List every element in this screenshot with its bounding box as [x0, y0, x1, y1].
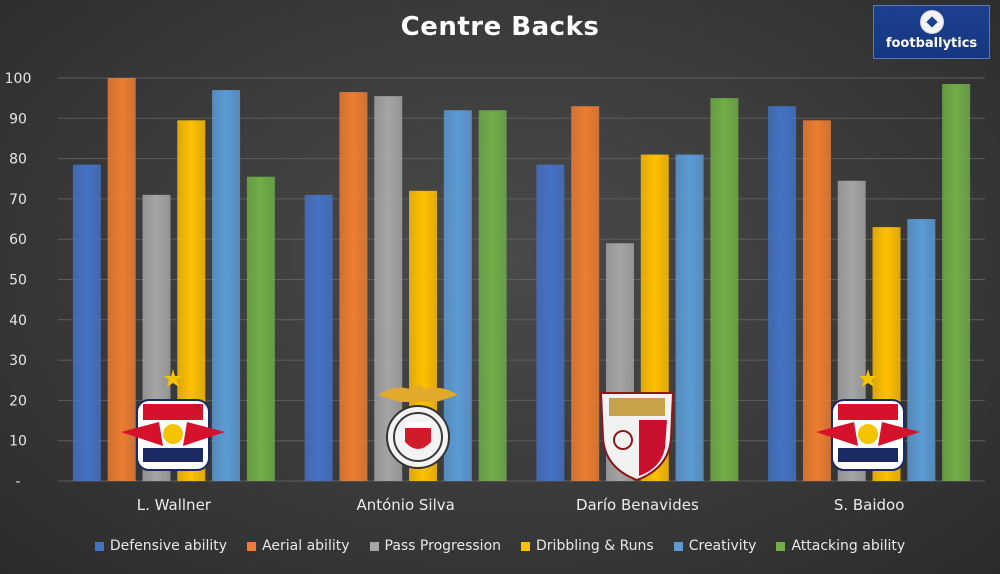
bar-creativity [675, 154, 704, 481]
x-tick-label: António Silva [356, 496, 454, 514]
brand-name: footballytics [885, 36, 978, 51]
y-tick-label: 50 [9, 273, 27, 289]
bar-creativity [907, 219, 936, 482]
y-tick-label: 40 [9, 313, 27, 329]
legend-label: Attacking ability [791, 538, 906, 554]
bar-aerial-ability [571, 106, 600, 482]
y-tick-label: 10 [9, 434, 27, 450]
x-tick-label: Darío Benavides [576, 496, 699, 514]
legend-swatch [247, 541, 257, 551]
chart-legend: Defensive ability Aerial ability Pass Prog… [0, 538, 1000, 554]
legend-item: Aerial ability [247, 538, 350, 554]
bar-aerial-ability [107, 78, 136, 481]
x-tick-label: S. Baidoo [834, 496, 905, 514]
bar-defensive-ability [72, 164, 101, 481]
legend-label: Defensive ability [109, 538, 228, 554]
legend-label: Aerial ability [262, 538, 350, 554]
y-tick-label: 30 [9, 353, 27, 369]
y-tick-label: 80 [9, 152, 27, 168]
red-bull-salzburg-crest-icon [121, 369, 225, 471]
legend-item: Dribbling & Runs [521, 538, 654, 554]
x-tick-label: L. Wallner [137, 496, 212, 514]
chart-title: Centre Backs [400, 12, 600, 42]
red-bull-salzburg-crest-icon [816, 369, 920, 471]
legend-label: Creativity [688, 538, 757, 554]
y-tick-label: 70 [9, 192, 27, 208]
legend-swatch [94, 541, 104, 551]
y-tick-label: 20 [9, 393, 27, 409]
bar-creativity [212, 90, 241, 481]
bar-attacking-ability [710, 98, 739, 482]
bar-attacking-ability [942, 84, 971, 482]
legend-swatch [521, 541, 531, 551]
y-tick-label: 90 [9, 111, 27, 127]
bar-defensive-ability [536, 164, 565, 481]
legend-swatch [673, 541, 683, 551]
y-tick-label: - [15, 474, 20, 490]
bar-attacking-ability [246, 176, 275, 482]
legend-item: Pass Progression [369, 538, 502, 554]
legend-item: Attacking ability [776, 538, 905, 554]
bar-creativity [443, 110, 472, 482]
football-icon [920, 10, 944, 34]
legend-item: Creativity [673, 538, 757, 554]
bar-defensive-ability [304, 194, 333, 481]
legend-label: Dribbling & Runs [536, 538, 654, 554]
bar-defensive-ability [768, 106, 797, 482]
footballytics-logo: footballytics [873, 5, 990, 59]
sevilla-crest-icon [599, 392, 675, 482]
bar-aerial-ability [339, 92, 368, 481]
legend-label: Pass Progression [384, 538, 502, 554]
benfica-crest-icon [378, 385, 458, 469]
y-tick-label: 100 [5, 71, 32, 87]
legend-swatch [369, 541, 379, 551]
legend-item: Defensive ability [94, 538, 228, 554]
legend-swatch [776, 541, 786, 551]
bar-attacking-ability [478, 110, 507, 482]
y-tick-label: 60 [9, 232, 27, 248]
bar-aerial-ability [802, 120, 831, 481]
